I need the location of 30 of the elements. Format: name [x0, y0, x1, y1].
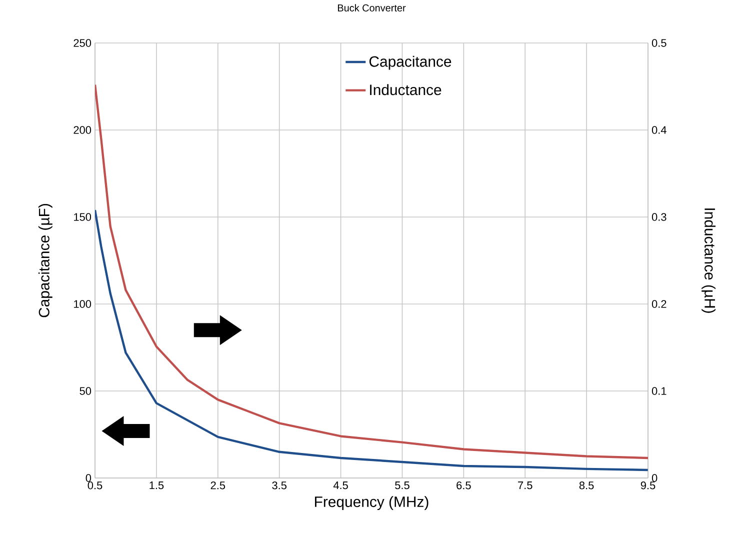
x-tick-label: 6.5	[456, 482, 471, 490]
y2-tick-label: 0	[652, 474, 658, 482]
y-axis-title: Capacitance (µF)	[38, 204, 52, 318]
y-tick-label: 150	[74, 213, 92, 221]
line-series	[95, 208, 648, 472]
chart-title: Buck Converter	[338, 4, 406, 12]
legend-label: Capacitance	[369, 56, 452, 70]
y-tick-label: 200	[74, 126, 92, 134]
y-tick-label: 250	[74, 39, 92, 47]
x-tick-label: 1.5	[150, 482, 164, 490]
y-tick-label: 50	[80, 387, 92, 395]
legend-label: Inductance	[370, 84, 442, 96]
y2-tick-label: 0.2	[652, 300, 666, 308]
y2-tick-label: 0.1	[652, 387, 666, 395]
y-tick-label: 0	[86, 474, 92, 482]
y-tick-label: 100	[74, 300, 92, 308]
line-series	[95, 84, 648, 460]
x-tick-label: 4.5	[333, 482, 348, 490]
x-tick-label: 3.5	[272, 482, 286, 490]
x-tick-label: 7.5	[518, 482, 532, 490]
x-tick-label: 0.5	[88, 482, 102, 490]
y2-axis-title: Inductance (µH)	[702, 208, 716, 313]
x-tick-label: 8.5	[579, 482, 594, 490]
x-tick-label: 2.5	[210, 482, 226, 490]
x-axis-title: Frequency (MHz)	[315, 496, 428, 510]
x-tick-label: 5.5	[395, 482, 410, 490]
y2-tick-label: 0.5	[652, 39, 666, 47]
y2-tick-label: 0.4	[652, 126, 666, 134]
x-tick-label: 9.5	[640, 482, 656, 490]
y2-tick-label: 0.3	[652, 213, 666, 221]
